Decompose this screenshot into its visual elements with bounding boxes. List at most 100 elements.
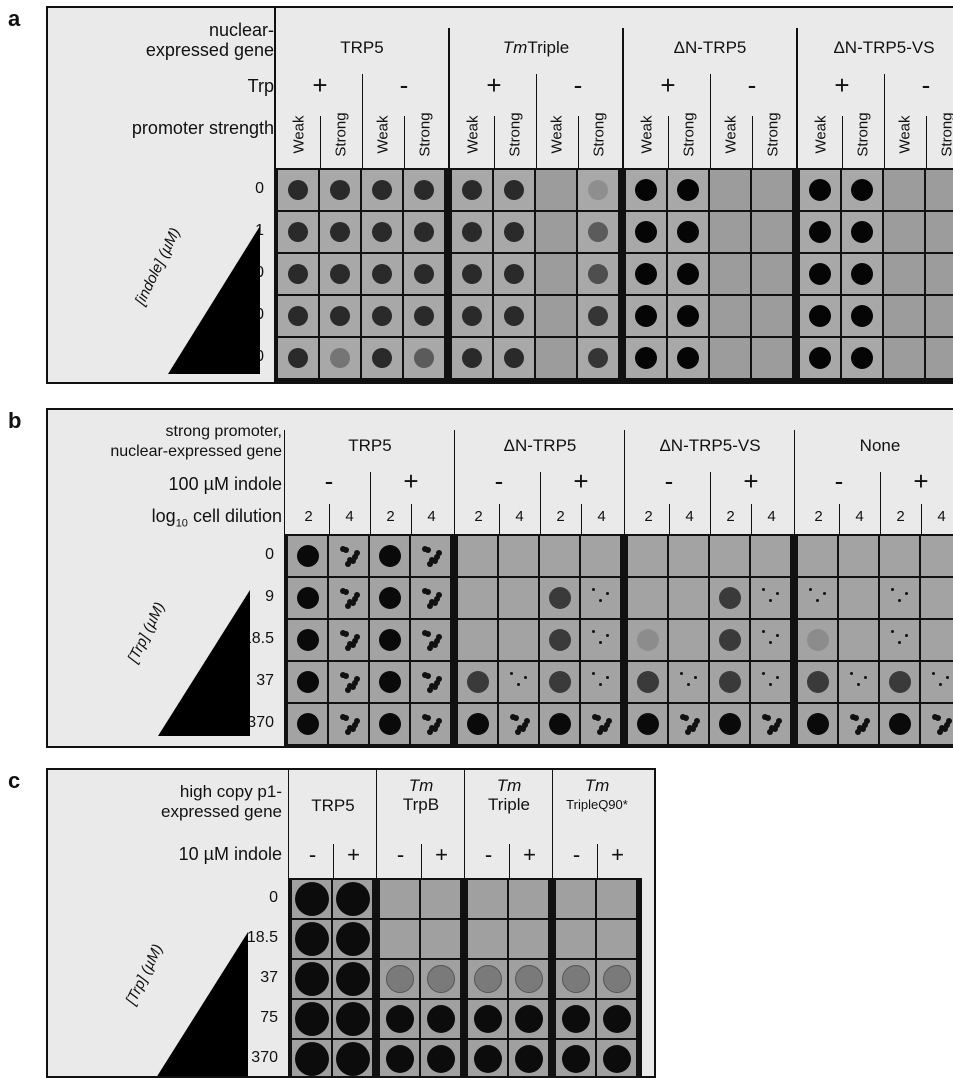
plate-cell [669,662,708,702]
colony-dot [772,726,778,732]
sign-separator [536,74,537,168]
colony-dot [809,588,812,591]
plate-cell [578,338,618,378]
colony-dot [352,596,358,602]
colony-spot [330,222,350,242]
panel-c: high copy p1- expressed gene 10 µM indol… [46,768,656,1078]
trp-sign: - [921,70,931,100]
dilution-label: log10 cell dilution [152,506,282,534]
plate-cell [540,662,579,702]
plate-cell [278,170,318,210]
colony-dot [905,634,908,637]
promoter-strength-label: Strong [506,112,524,157]
plate-cell [798,704,837,744]
plate-cell [626,212,666,252]
trp-sign: + [486,70,502,100]
plate-cell [468,880,507,918]
panel-b: strong promoter, nuclear-expressed gene … [46,408,953,748]
plate-cell [751,578,790,618]
colony-dot [434,722,440,728]
colony-dot [935,715,941,721]
col-separator [494,116,495,168]
plate-cell [320,338,360,378]
plate-cell [404,338,444,378]
row-label: 37 [260,969,278,986]
colony-spot [504,222,524,242]
group-separator [552,770,553,878]
plate-cell [556,1040,595,1076]
indole-label: 100 µM indole [168,474,282,494]
dilution-value: 2 [814,508,823,525]
colony-spot [462,348,482,368]
plate-cell [292,960,331,998]
plate-cell [752,254,792,294]
plate-cell [468,1040,507,1076]
plate-cell [597,920,636,958]
gene-column-header: TRP5 [292,796,374,815]
dilution-label-text: log [151,506,176,526]
colony-spot [462,222,482,242]
plate-cell [411,620,450,660]
colony-dot [427,603,433,609]
plate-cell [668,212,708,252]
colony-spot [379,671,401,693]
promoter-strength-label: Strong [854,112,872,157]
plate-cell [669,704,708,744]
colony-spot [602,1045,631,1073]
colony-dot [855,729,861,735]
colony-dot [352,680,358,686]
plate-cell [421,920,460,958]
plate-cell [468,920,507,958]
trp-sign: - [747,70,757,100]
plate-cell [626,254,666,294]
plate-cell [751,704,790,744]
gene-prefix: Tm [496,776,522,795]
plate-cell [329,620,368,660]
colony-spot [335,1002,370,1036]
plate-cell [880,620,919,660]
colony-spot [602,1005,631,1033]
plate-cell [499,620,538,660]
plate-cell [884,212,924,252]
plate-cell [421,1040,460,1076]
group-separator [448,28,450,168]
colony-dot [354,676,360,682]
colony-dot [354,634,360,640]
colony-dot [432,642,438,648]
gene-column-header: TRP5 [278,38,446,57]
colony-dot [350,600,356,606]
colony-dot [599,641,602,644]
gene-column-header: ΔN-TRP5-VS [659,436,761,455]
plate-cell [926,170,953,210]
colony-dot [769,599,772,602]
plate-cell [288,704,327,744]
colony-spot [414,222,434,242]
colony-dot [891,588,894,591]
plate-cell [452,170,492,210]
colony-spot [809,305,831,327]
colony-dot [942,726,948,732]
plate-cell [329,704,368,744]
colony-spot [372,222,392,242]
plate-cell [380,1040,419,1076]
plate-cell [333,1000,372,1038]
gene-name: TRP5 [340,38,384,57]
plate-cell [921,578,953,618]
plate-cell [798,620,837,660]
colony-spot [561,1005,590,1033]
dilution-value: 2 [556,508,565,525]
sign-separator [880,472,881,534]
promoter-strength-label: Weak [638,115,656,154]
plate-cell [421,1000,460,1038]
sign-separator [362,74,363,168]
gene-name: TRP5 [311,796,355,815]
plate-cell [668,296,708,336]
plate-cell [556,1000,595,1038]
plate-cell [884,338,924,378]
promoter-strength-label: Strong [332,112,350,157]
plate-cell [710,536,749,576]
indole-sign: - [572,842,581,867]
colony-spot [635,347,657,369]
promoter-strength-label: Strong [764,112,782,157]
colony-dot [687,683,690,686]
